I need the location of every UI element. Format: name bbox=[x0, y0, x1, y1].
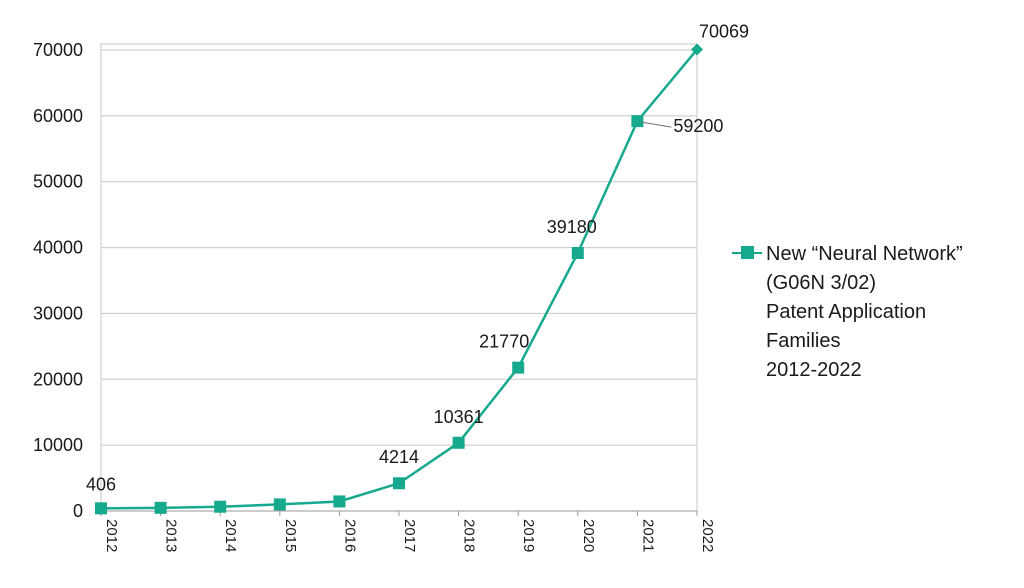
data-point-marker bbox=[393, 477, 405, 490]
data-label-leader bbox=[641, 121, 672, 128]
data-label: 4214 bbox=[379, 447, 419, 467]
data-point-marker bbox=[95, 502, 107, 515]
legend-line: Patent Application bbox=[766, 301, 927, 323]
x-tick-label: 2019 bbox=[520, 519, 537, 552]
data-point-marker bbox=[452, 436, 465, 449]
data-label: 406 bbox=[86, 474, 116, 494]
x-tick-label: 2021 bbox=[639, 519, 656, 552]
plot-frame bbox=[100, 43, 698, 512]
data-label: 39180 bbox=[547, 217, 597, 237]
data-point-marker bbox=[571, 246, 584, 259]
y-tick-label: 10000 bbox=[33, 435, 83, 455]
data-point-marker bbox=[214, 500, 227, 513]
x-tick-label: 2020 bbox=[580, 519, 597, 552]
legend-line: New “Neural Network” bbox=[766, 243, 963, 265]
data-point-marker bbox=[631, 115, 644, 128]
data-label: 21770 bbox=[479, 332, 529, 352]
x-tick-label: 2018 bbox=[461, 519, 478, 552]
x-tick-label: 2017 bbox=[401, 519, 418, 552]
x-tick-label: 2013 bbox=[163, 519, 180, 552]
y-axis-ticks: 0 10000 20000 30000 40000 50000 60000 70000 bbox=[33, 40, 83, 521]
gridlines bbox=[100, 43, 698, 512]
x-tick-label: 2014 bbox=[222, 519, 239, 552]
x-tick-label: 2012 bbox=[103, 519, 120, 552]
series-neural-network bbox=[95, 43, 703, 515]
data-label: 10361 bbox=[434, 407, 484, 427]
y-tick-label: 70000 bbox=[33, 40, 83, 60]
series-line bbox=[100, 48, 698, 510]
legend-label: New “Neural Network” (G06N 3/02) Patent … bbox=[766, 240, 963, 385]
data-labels: 406 4214 10361 21770 39180 59200 70069 bbox=[86, 22, 749, 495]
data-point-marker bbox=[333, 495, 346, 508]
data-point-marker bbox=[273, 498, 286, 511]
data-point-marker bbox=[691, 43, 703, 56]
y-tick-label: 60000 bbox=[33, 106, 83, 126]
legend-marker-icon bbox=[732, 240, 762, 264]
y-tick-label: 20000 bbox=[33, 369, 83, 389]
y-tick-label: 0 bbox=[73, 501, 83, 521]
legend-line: Families bbox=[766, 330, 841, 352]
y-tick-label: 40000 bbox=[33, 238, 83, 258]
y-tick-label: 50000 bbox=[33, 172, 83, 192]
legend-line: 2012-2022 bbox=[766, 359, 862, 381]
x-tick-label: 2022 bbox=[699, 519, 716, 552]
x-axis-ticks: 2012 2013 2014 2015 2016 2017 2018 2019 2020 2021… bbox=[100, 511, 716, 552]
legend: New “Neural Network” (G06N 3/02) Patent … bbox=[732, 240, 963, 385]
data-label: 59200 bbox=[673, 116, 723, 136]
y-tick-label: 30000 bbox=[33, 303, 83, 323]
data-point-marker bbox=[154, 501, 167, 514]
x-tick-label: 2016 bbox=[341, 519, 358, 552]
data-label: 70069 bbox=[699, 22, 749, 42]
data-point-marker bbox=[512, 361, 525, 374]
legend-line: (G06N 3/02) bbox=[766, 272, 877, 294]
x-tick-label: 2015 bbox=[282, 519, 299, 552]
